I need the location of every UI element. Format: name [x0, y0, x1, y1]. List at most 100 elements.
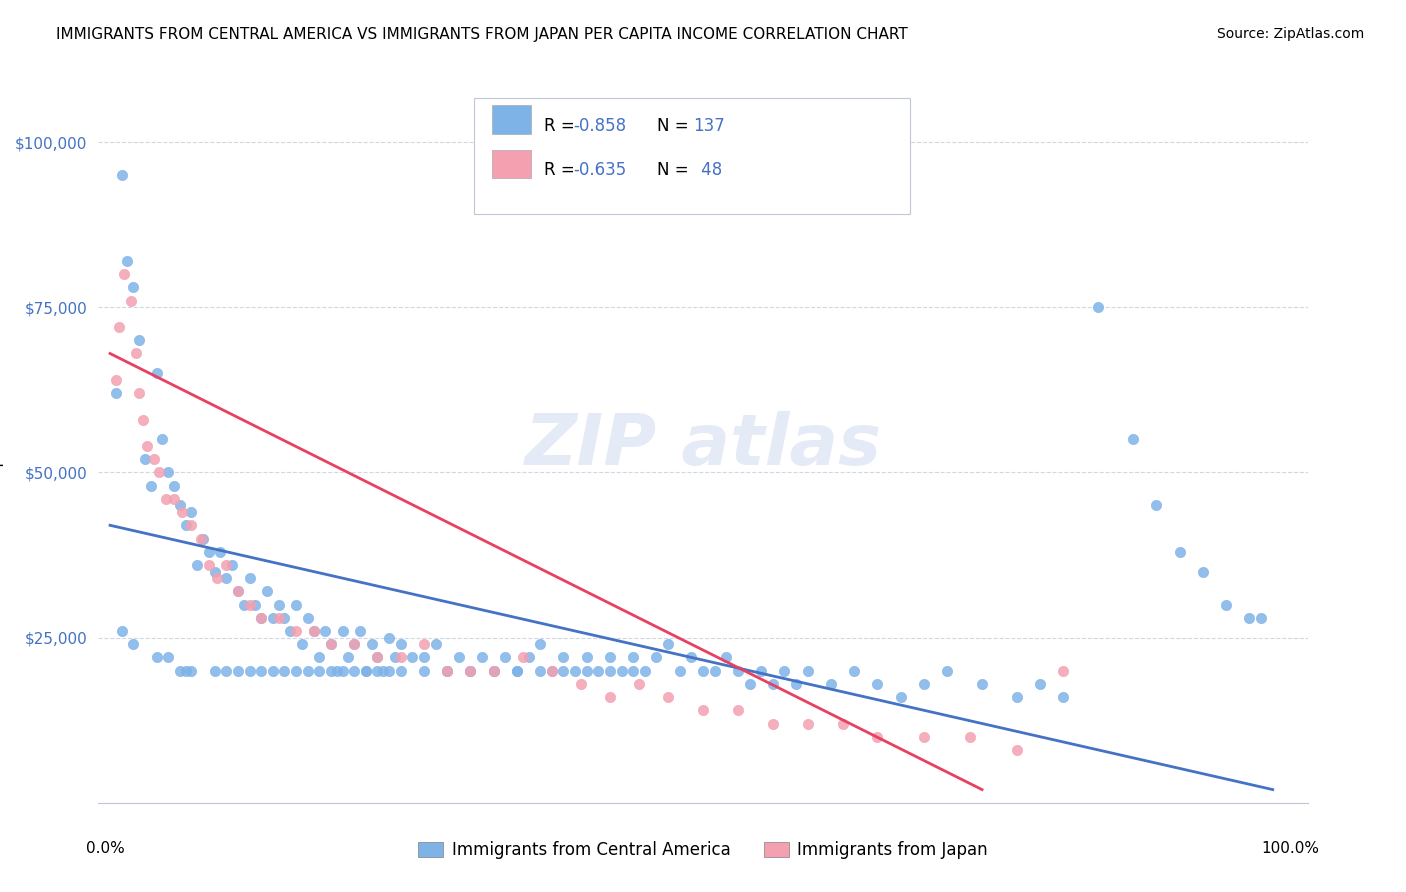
- Point: [128, 333, 150, 347]
- Point: [262, 664, 284, 678]
- Point: [215, 558, 238, 572]
- Point: [425, 637, 447, 651]
- Point: [1122, 433, 1144, 447]
- Point: [155, 491, 177, 506]
- Point: [104, 373, 127, 387]
- Point: [204, 565, 226, 579]
- Point: [890, 690, 912, 704]
- Point: [314, 624, 336, 638]
- Point: [131, 412, 153, 426]
- Point: [378, 664, 401, 678]
- Point: [226, 584, 249, 599]
- Point: [1215, 598, 1237, 612]
- Point: [120, 293, 142, 308]
- Point: [215, 664, 238, 678]
- Point: [785, 677, 807, 691]
- Point: [108, 320, 131, 334]
- Point: [482, 664, 505, 678]
- Text: 100.0%: 100.0%: [1261, 841, 1320, 855]
- Point: [727, 703, 749, 717]
- Point: [692, 664, 714, 678]
- Point: [198, 545, 221, 559]
- Point: [529, 637, 551, 651]
- Point: [302, 624, 325, 638]
- Text: R =: R =: [544, 161, 581, 179]
- Point: [1029, 677, 1052, 691]
- Point: [529, 664, 551, 678]
- Point: [628, 677, 651, 691]
- Text: -0.858: -0.858: [574, 117, 627, 135]
- Point: [285, 598, 308, 612]
- Point: [319, 637, 342, 651]
- Point: [337, 650, 360, 665]
- Point: [1144, 499, 1167, 513]
- Point: [389, 664, 412, 678]
- Point: [540, 664, 562, 678]
- Point: [1052, 690, 1074, 704]
- Point: [124, 346, 146, 360]
- Point: [169, 499, 191, 513]
- Point: [553, 664, 575, 678]
- Text: 0.0%: 0.0%: [86, 841, 125, 855]
- Point: [384, 650, 406, 665]
- Point: [285, 664, 308, 678]
- Point: [104, 386, 127, 401]
- Point: [436, 664, 458, 678]
- Point: [250, 611, 273, 625]
- Point: [1168, 545, 1191, 559]
- Point: [692, 703, 714, 717]
- Point: [413, 650, 436, 665]
- Point: [232, 598, 254, 612]
- Point: [959, 730, 981, 744]
- Point: [205, 571, 228, 585]
- Text: N =: N =: [657, 161, 693, 179]
- Point: [621, 664, 644, 678]
- Point: [145, 367, 167, 381]
- Point: [111, 168, 134, 182]
- Point: [343, 637, 366, 651]
- Point: [150, 433, 173, 447]
- Point: [564, 664, 586, 678]
- Point: [540, 664, 562, 678]
- Point: [250, 664, 273, 678]
- Point: [245, 598, 267, 612]
- Point: [226, 664, 249, 678]
- Point: [267, 611, 290, 625]
- Point: [343, 637, 366, 651]
- Point: [610, 664, 633, 678]
- Point: [148, 466, 170, 480]
- Point: [169, 664, 191, 678]
- Point: [180, 518, 202, 533]
- Point: [645, 650, 668, 665]
- Point: [136, 439, 159, 453]
- Point: [599, 650, 621, 665]
- Point: [1239, 611, 1261, 625]
- Point: [174, 664, 197, 678]
- Point: [773, 664, 796, 678]
- Point: [460, 664, 482, 678]
- Point: [273, 664, 295, 678]
- Point: [250, 611, 273, 625]
- Point: [506, 664, 529, 678]
- Point: [553, 650, 575, 665]
- Point: [191, 532, 214, 546]
- Point: [796, 664, 818, 678]
- Point: [267, 598, 290, 612]
- Point: [588, 664, 610, 678]
- Point: [1052, 664, 1074, 678]
- Point: [413, 637, 436, 651]
- Point: [239, 598, 262, 612]
- Point: [285, 624, 308, 638]
- Point: [506, 664, 529, 678]
- Point: [180, 664, 202, 678]
- Point: [401, 650, 423, 665]
- Point: [716, 650, 738, 665]
- Point: [343, 664, 366, 678]
- Point: [122, 280, 145, 294]
- Point: [569, 677, 592, 691]
- Point: [163, 478, 186, 492]
- Point: [1192, 565, 1215, 579]
- Point: [599, 690, 621, 704]
- Point: [134, 452, 156, 467]
- Point: [621, 650, 644, 665]
